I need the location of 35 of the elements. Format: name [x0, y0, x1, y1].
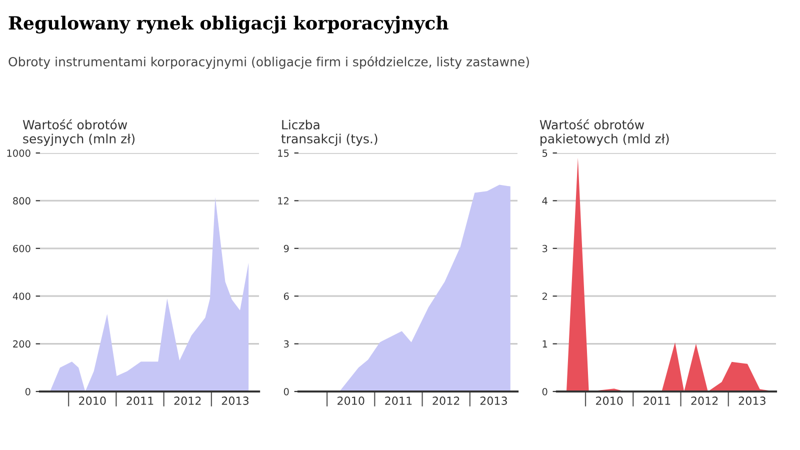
y-tick-label: 800 — [13, 197, 30, 205]
y-tick-label: 9 — [284, 244, 289, 252]
y-axis-title: Wartość obrotów sesyjnych (mln zł) — [22, 119, 134, 146]
x-tick-label: 2011 — [385, 396, 412, 405]
x-tick-label: 2011 — [126, 396, 154, 405]
x-tick-label: 2013 — [738, 396, 766, 405]
y-tick-label: 200 — [13, 340, 30, 348]
chart-subtitle: Obroty instrumentami korporacyjnymi (obligacje firm i spółdzielcze, listy zastawne) — [8, 56, 529, 69]
x-tick-label: 2012 — [432, 396, 460, 405]
y-tick-label: 3 — [284, 340, 289, 348]
x-tick-label: 2010 — [338, 396, 364, 405]
x-tick-label: 2012 — [691, 396, 718, 405]
y-tick-label: 4 — [542, 197, 548, 204]
x-tick-label: 2011 — [644, 396, 670, 405]
x-tick-label: 2010 — [79, 396, 106, 405]
x-tick-label: 2013 — [222, 396, 248, 405]
y-tick-label: 1 — [542, 340, 548, 348]
y-tick-label: 400 — [12, 292, 30, 300]
y-axis-title: Wartość obrotów pakietowych (mld zł) — [540, 119, 669, 146]
y-tick-label: 3 — [542, 244, 548, 252]
y-tick-label: 0 — [25, 388, 30, 396]
x-tick-label: 2012 — [174, 396, 201, 405]
y-tick-label: 0 — [284, 388, 289, 396]
y-tick-label: 2 — [542, 292, 547, 300]
chart-title: Regulowany rynek obligacji korporacyjnych — [8, 16, 448, 34]
y-tick-label: 1000 — [7, 149, 30, 157]
y-tick-label: 0 — [542, 388, 548, 396]
y-tick-label: 12 — [278, 197, 288, 204]
y-tick-label: 5 — [542, 150, 548, 157]
y-tick-label: 6 — [284, 292, 289, 300]
x-tick-label: 2010 — [596, 396, 623, 405]
y-tick-label: 15 — [278, 150, 289, 157]
y-axis-title: Liczba transakcji (tys.) — [281, 120, 378, 146]
y-tick-label: 600 — [13, 244, 30, 252]
x-tick-label: 2013 — [480, 396, 507, 405]
